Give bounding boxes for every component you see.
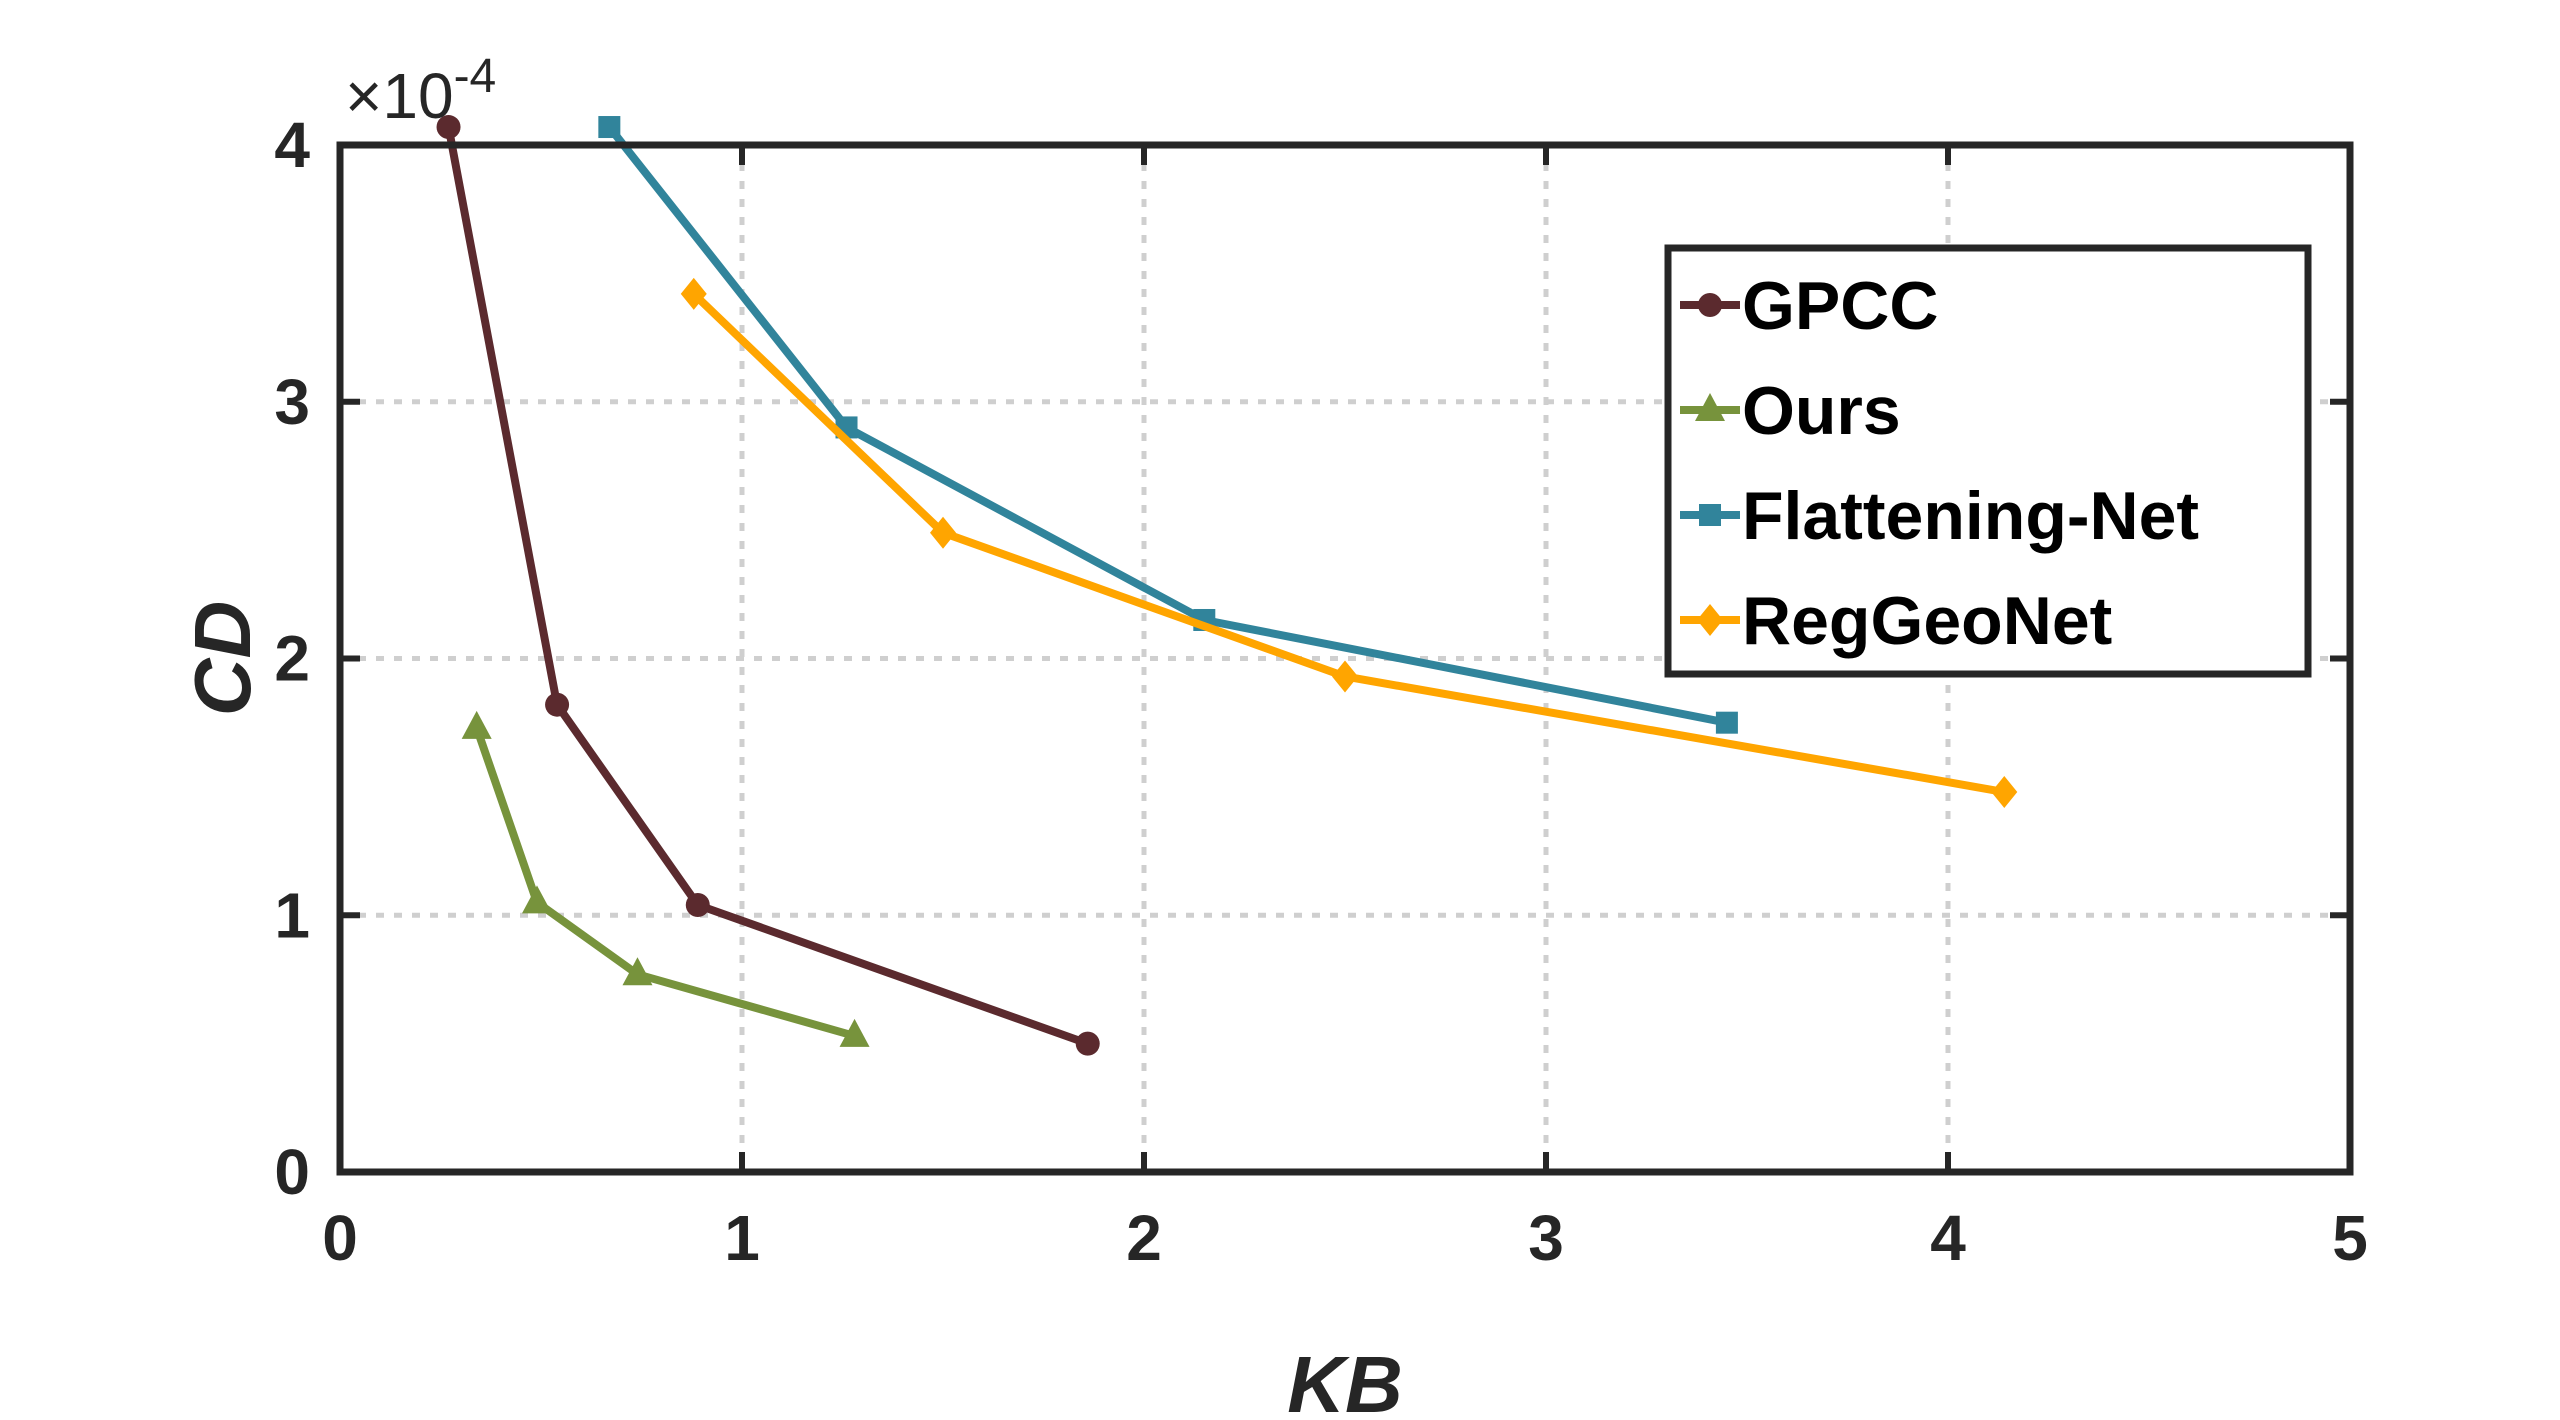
y-tick-label: 2 (274, 623, 310, 695)
y-tick-label: 1 (274, 879, 310, 951)
x-tick-label: 0 (322, 1202, 358, 1274)
legend-entry: RegGeoNet (1680, 583, 2112, 659)
x-tick-label: 2 (1126, 1202, 1162, 1274)
series-flattening-net (598, 116, 1738, 734)
data-point-circle (545, 692, 570, 717)
y-multiplier-exponent: -4 (454, 50, 497, 103)
y-tick-label: 0 (274, 1136, 310, 1208)
series-ours (461, 710, 870, 1047)
data-point-diamond (1991, 776, 2018, 809)
data-point-circle (1075, 1031, 1100, 1056)
legend-label: Ours (1742, 373, 1901, 449)
legend-label: RegGeoNet (1742, 583, 2112, 659)
axes (336, 141, 2354, 1176)
legend-box (1664, 244, 2312, 678)
x-tick-label: 1 (724, 1202, 760, 1274)
y-axis-multiplier: ×10-4 (345, 50, 496, 133)
series-lines (436, 115, 2018, 1056)
data-point-triangle (622, 957, 653, 986)
x-axis-label: KB (1287, 1340, 1403, 1420)
data-point-triangle (1695, 393, 1725, 421)
x-tick-label: 5 (2332, 1202, 2368, 1274)
data-point-circle (1698, 293, 1722, 317)
data-point-diamond (1332, 660, 1358, 693)
x-tick-label: 3 (1528, 1202, 1564, 1274)
data-point-circle (685, 892, 710, 917)
y-tick-label: 3 (274, 366, 310, 438)
series-line (690, 291, 2005, 796)
series-line (606, 124, 1728, 727)
data-point-triangle (461, 710, 492, 739)
data-point-square (1715, 711, 1738, 734)
tick-labels: 0 1 2 3 4 5 0 1 2 3 4 (274, 109, 2367, 1274)
data-point-triangle (521, 885, 552, 914)
data-point-square (1699, 504, 1721, 526)
legend: GPCC Ours Flattening-Net RegGeoNet (1664, 244, 2312, 678)
data-point-circle (436, 115, 461, 140)
y-axis-label: CD (178, 601, 267, 717)
legend-entry: GPCC (1680, 268, 1938, 344)
data-point-diamond (680, 277, 707, 310)
series-line (472, 726, 856, 1040)
series-reggeonet (680, 277, 2018, 809)
data-point-diamond (930, 516, 956, 549)
x-tick-label: 4 (1930, 1202, 1966, 1274)
legend-entry: Ours (1680, 373, 1901, 449)
data-point-triangle (839, 1018, 870, 1047)
series-line (444, 126, 1090, 1048)
legend-label: Flattening-Net (1742, 478, 2199, 554)
series-gpcc (436, 115, 1100, 1056)
legend-label: GPCC (1742, 268, 1938, 344)
y-tick-label: 4 (274, 109, 310, 181)
data-point-square (598, 116, 621, 139)
data-point-diamond (1697, 604, 1723, 636)
y-multiplier-base: ×10 (345, 60, 454, 132)
legend-entry: Flattening-Net (1680, 478, 2199, 554)
